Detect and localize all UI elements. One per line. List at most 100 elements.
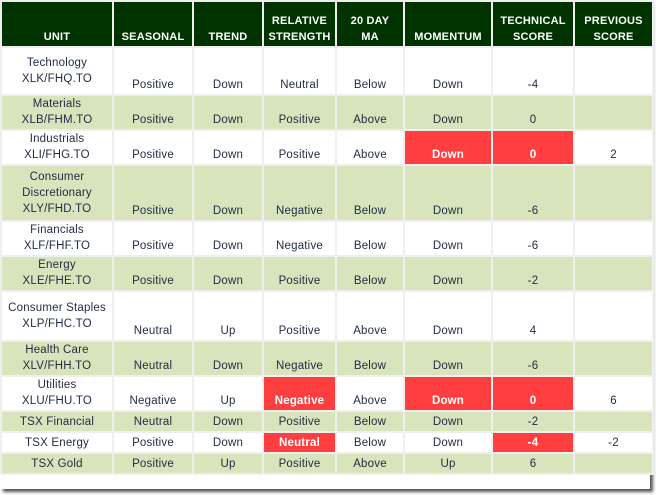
ma-cell: Above bbox=[337, 377, 403, 410]
ma-cell: Above bbox=[337, 292, 403, 340]
score-cell: 4 bbox=[493, 292, 573, 340]
previous-cell bbox=[575, 257, 652, 290]
unit-cell: Health Care XLV/FHH.TO bbox=[2, 342, 112, 375]
seasonal-cell: Positive bbox=[114, 257, 192, 290]
previous-cell: 2 bbox=[575, 131, 652, 164]
ma-cell: Below bbox=[337, 433, 403, 452]
header-momentum: MOMENTUM bbox=[405, 2, 491, 46]
score-cell: -6 bbox=[493, 222, 573, 255]
score-cell: 0 bbox=[493, 377, 573, 410]
rs-cell: Neutral bbox=[264, 48, 335, 94]
score-cell: -4 bbox=[493, 48, 573, 94]
rs-cell: Negative bbox=[264, 166, 335, 220]
header-line: 20 DAY bbox=[350, 15, 390, 27]
sector-name: TSX Energy bbox=[25, 437, 89, 449]
sector-name: TSX Gold bbox=[31, 458, 83, 470]
unit-cell: Technology XLK/FHQ.TO bbox=[2, 48, 112, 94]
header-line: STRENGTH bbox=[268, 31, 331, 43]
header-line: MA bbox=[361, 31, 379, 43]
trend-cell: Up bbox=[194, 377, 262, 410]
header-line: TECHNICAL bbox=[500, 15, 566, 27]
table-row: Technology XLK/FHQ.TO Positive Down Neutral B… bbox=[2, 48, 652, 94]
ma-cell: Below bbox=[337, 412, 403, 431]
trend-cell: Down bbox=[194, 342, 262, 375]
momentum-cell: Down bbox=[405, 292, 491, 340]
rs-cell: Positive bbox=[264, 292, 335, 340]
sector-name: Consumer Staples bbox=[8, 301, 106, 314]
score-cell: 0 bbox=[493, 96, 573, 129]
previous-cell bbox=[575, 454, 652, 473]
unit-cell: Energy XLE/FHE.TO bbox=[2, 257, 112, 290]
trend-cell: Down bbox=[194, 257, 262, 290]
ticker: XLV/FHH.TO bbox=[22, 360, 92, 372]
header-relative-strength: RELATIVE STRENGTH bbox=[264, 2, 335, 46]
sector-name: TSX Financial bbox=[19, 416, 95, 428]
momentum-cell: Down bbox=[405, 131, 491, 164]
header-20-day-ma: 20 DAY MA bbox=[337, 2, 403, 46]
sector-name: Technology bbox=[26, 56, 88, 69]
table-row: Consumer Discretionary XLY/FHD.TO Positive… bbox=[2, 166, 652, 220]
momentum-cell: Down bbox=[405, 377, 491, 410]
table-row: TSX Financial Neutral Down Positive Below Dow… bbox=[2, 412, 652, 431]
seasonal-cell: Positive bbox=[114, 131, 192, 164]
seasonal-cell: Neutral bbox=[114, 412, 192, 431]
ma-cell: Below bbox=[337, 222, 403, 255]
sector-name: Industrials bbox=[29, 133, 85, 145]
unit-cell: Materials XLB/FHM.TO bbox=[2, 96, 112, 129]
previous-cell bbox=[575, 292, 652, 340]
seasonal-cell: Positive bbox=[114, 222, 192, 255]
trend-cell: Up bbox=[194, 292, 262, 340]
momentum-cell: Down bbox=[405, 48, 491, 94]
table-row: Materials XLB/FHM.TO Positive Down Positive A… bbox=[2, 96, 652, 129]
previous-cell bbox=[575, 412, 652, 431]
rs-cell: Positive bbox=[264, 412, 335, 431]
rs-cell: Positive bbox=[264, 454, 335, 473]
seasonal-cell: Neutral bbox=[114, 292, 192, 340]
momentum-cell: Down bbox=[405, 257, 491, 290]
unit-cell: Consumer Discretionary XLY/FHD.TO bbox=[2, 166, 112, 220]
seasonal-cell: Positive bbox=[114, 433, 192, 452]
momentum-cell: Down bbox=[405, 412, 491, 431]
ticker: XLK/FHQ.TO bbox=[21, 72, 93, 85]
previous-cell bbox=[575, 166, 652, 220]
momentum-cell: Down bbox=[405, 342, 491, 375]
seasonal-cell: Neutral bbox=[114, 342, 192, 375]
ma-cell: Below bbox=[337, 166, 403, 220]
trend-cell: Down bbox=[194, 96, 262, 129]
unit-cell: Financials XLF/FHF.TO bbox=[2, 222, 112, 255]
previous-cell: -2 bbox=[575, 433, 652, 452]
header-line: SCORE bbox=[593, 31, 634, 43]
rs-cell: Negative bbox=[264, 222, 335, 255]
previous-cell: 6 bbox=[575, 377, 652, 410]
header-line: PREVIOUS bbox=[584, 15, 643, 27]
score-cell: -2 bbox=[493, 412, 573, 431]
unit-cell: Consumer Staples XLP/FHC.TO bbox=[2, 292, 112, 340]
rs-cell: Negative bbox=[264, 342, 335, 375]
unit-cell: Industrials XLI/FHG.TO bbox=[2, 131, 112, 164]
ma-cell: Below bbox=[337, 257, 403, 290]
trend-cell: Down bbox=[194, 222, 262, 255]
table-row: Energy XLE/FHE.TO Positive Down Positive Belo… bbox=[2, 257, 652, 290]
momentum-cell: Down bbox=[405, 222, 491, 255]
header-unit: UNIT bbox=[2, 2, 112, 46]
seasonal-cell: Positive bbox=[114, 48, 192, 94]
rs-cell: Positive bbox=[264, 131, 335, 164]
table-row: TSX Energy Positive Down Neutral Below Down -4… bbox=[2, 433, 652, 452]
score-cell: 0 bbox=[493, 131, 573, 164]
trend-cell: Down bbox=[194, 131, 262, 164]
ticker: XLB/FHM.TO bbox=[21, 114, 93, 126]
rs-cell: Positive bbox=[264, 96, 335, 129]
table-row: Health Care XLV/FHH.TO Neutral Down Negative… bbox=[2, 342, 652, 375]
previous-cell bbox=[575, 96, 652, 129]
ticker: XLE/FHE.TO bbox=[22, 275, 92, 287]
header-technical-score: TECHNICAL SCORE bbox=[493, 2, 573, 46]
trend-cell: Down bbox=[194, 48, 262, 94]
score-cell: 6 bbox=[493, 454, 573, 473]
seasonal-cell: Positive bbox=[114, 96, 192, 129]
trend-cell: Down bbox=[194, 166, 262, 220]
unit-cell: TSX Gold bbox=[2, 454, 112, 473]
ma-cell: Above bbox=[337, 131, 403, 164]
rs-cell: Positive bbox=[264, 257, 335, 290]
header-line: SCORE bbox=[512, 31, 554, 43]
trend-cell: Down bbox=[194, 433, 262, 452]
